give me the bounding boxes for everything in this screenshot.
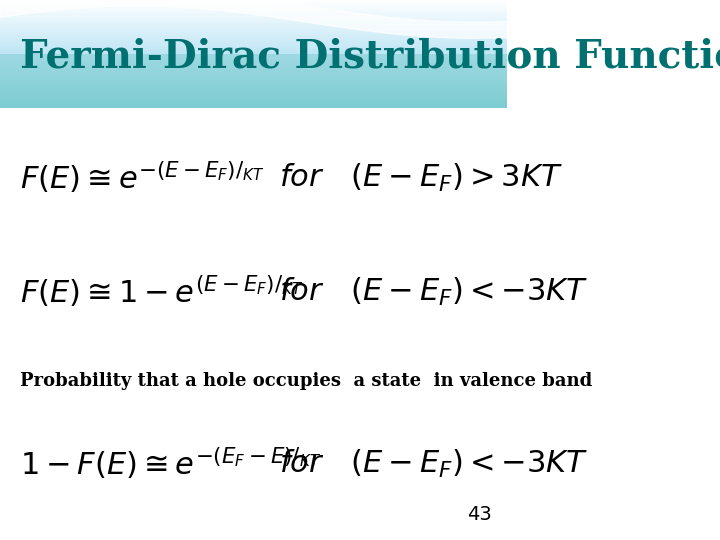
FancyBboxPatch shape xyxy=(0,59,508,61)
Text: $F(E)\cong 1-e^{(E-E_F)/_{KT}}$: $F(E)\cong 1-e^{(E-E_F)/_{KT}}$ xyxy=(20,274,304,309)
FancyBboxPatch shape xyxy=(0,23,508,25)
FancyBboxPatch shape xyxy=(0,25,508,27)
FancyBboxPatch shape xyxy=(0,77,508,79)
Text: $F(E)\cong e^{-(E-E_F)/_{KT}}$: $F(E)\cong e^{-(E-E_F)/_{KT}}$ xyxy=(20,160,265,196)
FancyBboxPatch shape xyxy=(0,15,508,16)
FancyBboxPatch shape xyxy=(0,74,508,76)
FancyBboxPatch shape xyxy=(0,97,508,99)
FancyBboxPatch shape xyxy=(0,34,508,36)
FancyBboxPatch shape xyxy=(0,27,508,29)
FancyBboxPatch shape xyxy=(0,18,508,20)
FancyBboxPatch shape xyxy=(0,9,508,11)
FancyBboxPatch shape xyxy=(0,2,508,4)
FancyBboxPatch shape xyxy=(0,93,508,96)
FancyBboxPatch shape xyxy=(0,0,508,2)
Text: $\mathit{for}\quad\left(E-E_{F}\right)<-3KT$: $\mathit{for}\quad\left(E-E_{F}\right)<-… xyxy=(279,448,588,481)
FancyBboxPatch shape xyxy=(0,4,508,5)
FancyBboxPatch shape xyxy=(0,65,508,66)
FancyBboxPatch shape xyxy=(0,22,508,23)
FancyBboxPatch shape xyxy=(0,92,508,93)
FancyBboxPatch shape xyxy=(0,63,508,65)
FancyBboxPatch shape xyxy=(0,79,508,81)
FancyBboxPatch shape xyxy=(0,39,508,42)
FancyBboxPatch shape xyxy=(0,69,508,70)
FancyBboxPatch shape xyxy=(0,81,508,83)
FancyBboxPatch shape xyxy=(0,12,508,15)
FancyBboxPatch shape xyxy=(0,52,508,54)
FancyBboxPatch shape xyxy=(0,47,508,49)
FancyBboxPatch shape xyxy=(0,16,508,18)
Text: $\mathit{for}\quad\left(E-E_{F}\right)>3KT$: $\mathit{for}\quad\left(E-E_{F}\right)>3… xyxy=(279,162,563,194)
FancyBboxPatch shape xyxy=(0,76,508,77)
FancyBboxPatch shape xyxy=(0,104,508,106)
FancyBboxPatch shape xyxy=(0,54,508,56)
FancyBboxPatch shape xyxy=(0,58,508,59)
FancyBboxPatch shape xyxy=(0,31,508,32)
FancyBboxPatch shape xyxy=(0,49,508,50)
FancyBboxPatch shape xyxy=(0,11,508,12)
FancyBboxPatch shape xyxy=(0,42,508,43)
FancyBboxPatch shape xyxy=(0,56,508,58)
FancyBboxPatch shape xyxy=(0,45,508,47)
FancyBboxPatch shape xyxy=(0,36,508,38)
FancyBboxPatch shape xyxy=(0,61,508,63)
FancyBboxPatch shape xyxy=(0,29,508,31)
FancyBboxPatch shape xyxy=(0,70,508,72)
Text: $\mathit{for}\quad\left(E-E_{F}\right)<-3KT$: $\mathit{for}\quad\left(E-E_{F}\right)<-… xyxy=(279,275,588,308)
FancyBboxPatch shape xyxy=(0,88,508,90)
Text: 43: 43 xyxy=(467,505,492,524)
FancyBboxPatch shape xyxy=(0,20,508,22)
FancyBboxPatch shape xyxy=(0,103,508,104)
FancyBboxPatch shape xyxy=(0,85,508,86)
Text: Fermi-Dirac Distribution Function: Fermi-Dirac Distribution Function xyxy=(20,38,720,76)
FancyBboxPatch shape xyxy=(0,96,508,97)
FancyBboxPatch shape xyxy=(0,83,508,85)
FancyBboxPatch shape xyxy=(0,66,508,69)
FancyBboxPatch shape xyxy=(0,38,508,39)
FancyBboxPatch shape xyxy=(0,5,508,7)
FancyBboxPatch shape xyxy=(0,99,508,101)
FancyBboxPatch shape xyxy=(0,43,508,45)
FancyBboxPatch shape xyxy=(0,72,508,74)
FancyBboxPatch shape xyxy=(0,101,508,103)
FancyBboxPatch shape xyxy=(0,7,508,9)
FancyBboxPatch shape xyxy=(0,32,508,34)
FancyBboxPatch shape xyxy=(0,106,508,108)
FancyBboxPatch shape xyxy=(0,90,508,92)
Text: Probability that a hole occupies  a state  in valence band: Probability that a hole occupies a state… xyxy=(20,372,593,390)
Text: $1-F(E)\cong e^{-(E_F-E)/_{KT}}$: $1-F(E)\cong e^{-(E_F-E)/_{KT}}$ xyxy=(20,447,322,482)
FancyBboxPatch shape xyxy=(0,86,508,88)
FancyBboxPatch shape xyxy=(0,50,508,52)
